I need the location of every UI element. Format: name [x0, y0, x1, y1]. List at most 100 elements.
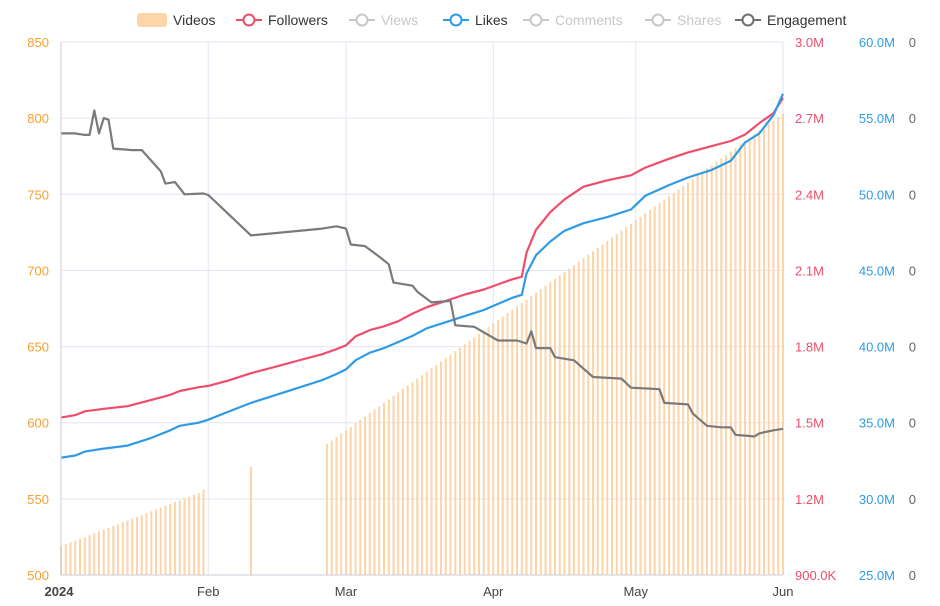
videos-bar: [345, 430, 347, 575]
likes-tick-label: 60.0M: [859, 35, 895, 50]
followers-tick-label: 900.0K: [795, 568, 837, 583]
videos-bar: [326, 444, 328, 575]
videos-bar: [463, 344, 466, 575]
videos-bar: [710, 165, 713, 575]
videos-bar: [383, 402, 385, 575]
videos-bar: [454, 351, 457, 575]
likes-tick-label: 50.0M: [859, 187, 895, 202]
legend-label: Shares: [677, 12, 721, 28]
followers-tick-label: 1.5M: [795, 416, 824, 431]
legend-item-comments[interactable]: Comments: [523, 12, 623, 28]
videos-bar: [767, 123, 770, 576]
videos-bar: [558, 275, 561, 575]
videos-bar: [83, 536, 86, 575]
videos-bar: [340, 433, 343, 575]
videos-bar: [449, 354, 452, 575]
videos-bar: [473, 337, 476, 575]
videos-bar: [668, 196, 670, 576]
videos-bar: [435, 364, 438, 575]
videos-tick-label: 650: [27, 340, 49, 355]
likes-tick-label: 25.0M: [859, 568, 895, 583]
likes-tick-label: 55.0M: [859, 111, 895, 126]
videos-bar: [734, 147, 737, 576]
videos-bar: [487, 326, 490, 575]
followers-tick-label: 1.2M: [795, 492, 824, 507]
videos-bar: [188, 496, 191, 575]
videos-bar: [620, 230, 623, 576]
videos-bar: [744, 141, 746, 576]
videos-bar: [131, 518, 134, 575]
videos-bar: [416, 378, 419, 575]
legend-marker: [449, 13, 463, 27]
followers-line: [60, 97, 784, 419]
videos-bar: [611, 237, 613, 576]
videos-bar: [554, 278, 556, 575]
videos-bar: [421, 375, 423, 575]
videos-bar: [169, 504, 172, 575]
legend-label: Comments: [555, 12, 623, 28]
videos-bar: [354, 423, 357, 575]
engagement-tick-label: 0: [909, 111, 916, 126]
legend-label: Views: [381, 12, 418, 28]
videos-bar: [373, 409, 376, 575]
videos-bar: [501, 316, 504, 575]
engagement-tick-label: 0: [909, 416, 916, 431]
videos-bar: [478, 333, 480, 575]
legend-item-engagement[interactable]: Engagement: [735, 12, 847, 28]
videos-bar: [506, 313, 509, 575]
videos-bar: [197, 493, 200, 575]
videos-bar: [482, 330, 485, 575]
videos-bar: [359, 419, 362, 575]
videos-bar: [739, 144, 742, 575]
videos-bar: [577, 261, 580, 575]
videos-bar: [425, 371, 428, 575]
videos-bar: [136, 516, 138, 575]
videos-tick-label: 850: [27, 35, 49, 50]
videos-tick-label: 700: [27, 263, 49, 278]
legend-label: Engagement: [767, 12, 847, 28]
videos-bar: [720, 158, 723, 575]
engagement-line: [61, 109, 784, 438]
videos-bar: [672, 192, 675, 575]
videos-bar: [715, 161, 718, 576]
legend-item-videos[interactable]: Videos: [137, 12, 216, 28]
videos-bar: [117, 524, 119, 575]
x-tick-label: Apr: [483, 584, 504, 599]
videos-bar: [93, 533, 96, 575]
legend-marker: [242, 13, 256, 27]
videos-bar: [582, 258, 585, 575]
followers-tick-label: 2.4M: [795, 187, 824, 202]
videos-bar: [644, 213, 647, 575]
followers-tick-label: 2.1M: [795, 263, 824, 278]
videos-bar: [121, 522, 124, 575]
series-lines: [60, 93, 785, 459]
videos-bar: [782, 113, 784, 576]
videos-bar: [691, 178, 694, 575]
legend-marker: [741, 13, 755, 27]
videos-bar: [69, 542, 72, 575]
videos-bar: [729, 151, 732, 575]
legend-item-views[interactable]: Views: [349, 12, 418, 28]
videos-bar: [112, 525, 115, 575]
legend-label: Videos: [173, 12, 216, 28]
videos-bar: [539, 289, 542, 575]
x-tick-label: Feb: [197, 584, 219, 599]
legend-item-likes[interactable]: Likes: [443, 12, 508, 28]
videos-bar: [74, 540, 77, 575]
legend-item-shares[interactable]: Shares: [645, 12, 721, 28]
videos-bar: [772, 120, 775, 576]
videos-bars: [60, 113, 784, 576]
legend[interactable]: Videos Followers Views Likes Comments Shares E…: [137, 12, 847, 28]
videos-bar: [159, 507, 162, 575]
videos-tick-label: 550: [27, 492, 49, 507]
legend-marker: [355, 13, 369, 27]
videos-bar: [178, 500, 181, 575]
videos-bar: [364, 416, 366, 575]
legend-item-followers[interactable]: Followers: [236, 12, 328, 28]
videos-bar: [653, 206, 656, 575]
videos-bar: [587, 254, 590, 575]
videos-bar: [753, 134, 756, 576]
x-tick-label: May: [623, 584, 648, 599]
videos-bar: [639, 216, 642, 576]
